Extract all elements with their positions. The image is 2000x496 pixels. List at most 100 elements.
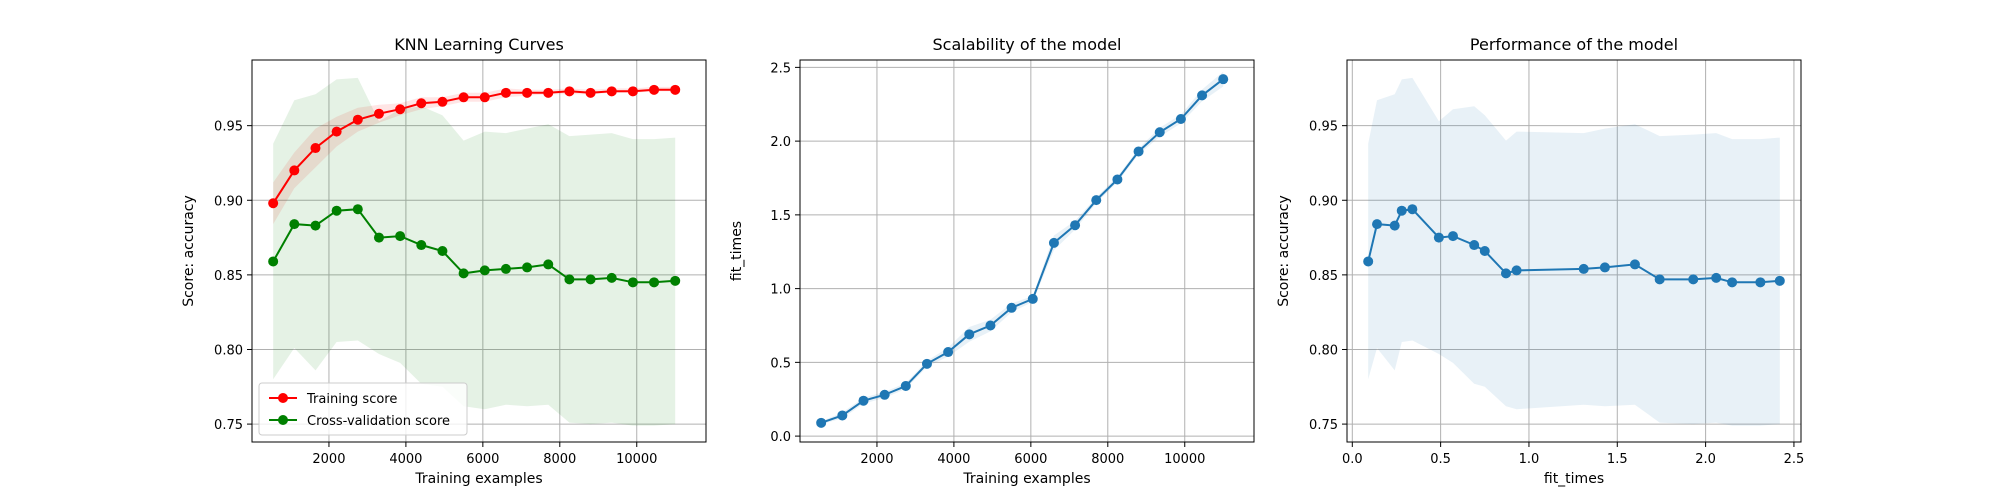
- legend-label: Training score: [306, 392, 397, 407]
- data-point: [373, 232, 384, 243]
- x-tick-label: 2.0: [1695, 452, 1716, 467]
- data-point: [268, 256, 279, 267]
- data-point: [606, 272, 617, 283]
- data-point: [837, 410, 848, 421]
- data-point: [585, 274, 596, 285]
- data-point: [289, 219, 300, 230]
- data-point: [1006, 302, 1017, 313]
- y-tick-label: 0.80: [1309, 343, 1338, 358]
- legend-label: Cross-validation score: [307, 414, 450, 429]
- data-point: [310, 220, 321, 231]
- data-point: [1133, 146, 1144, 157]
- data-point: [1469, 240, 1480, 251]
- chart-title: Performance of the model: [1470, 35, 1678, 54]
- confidence-band-2: [273, 77, 676, 426]
- data-point: [1407, 204, 1418, 215]
- data-point: [522, 87, 533, 98]
- data-point: [1500, 268, 1511, 279]
- data-point: [985, 320, 996, 331]
- data-point: [1027, 293, 1038, 304]
- data-point: [416, 98, 427, 109]
- y-tick-label: 1.5: [770, 209, 791, 224]
- data-point: [964, 329, 975, 340]
- data-point: [268, 198, 279, 209]
- data-point: [1447, 231, 1458, 242]
- data-point: [1175, 113, 1186, 124]
- x-axis-label: Training examples: [414, 471, 542, 487]
- data-point: [437, 246, 448, 256]
- data-point: [1629, 259, 1640, 270]
- data-point: [564, 274, 575, 285]
- data-point: [1711, 272, 1722, 283]
- data-point: [627, 86, 638, 97]
- data-point: [458, 268, 469, 279]
- confidence-band-1: [1368, 77, 1780, 426]
- data-point: [1091, 195, 1102, 206]
- x-tick-label: 10000: [616, 452, 657, 467]
- y-tick-label: 0.85: [1309, 269, 1338, 284]
- data-point: [352, 204, 363, 215]
- y-tick-label: 0.95: [214, 120, 243, 135]
- chart-panel-3: 0.0 0.5 1.0 1.5 2.0 2.5 0.75 0.80 0.85 0.90 0.95 Pe…: [1276, 35, 1804, 487]
- data-point: [670, 275, 681, 286]
- y-tick-label: 0.90: [1309, 194, 1338, 209]
- data-point: [289, 165, 300, 176]
- x-tick-label: 0.5: [1430, 452, 1451, 467]
- data-point: [1218, 74, 1229, 85]
- data-point: [352, 114, 363, 125]
- x-tick-label: 8000: [1091, 452, 1124, 467]
- data-point: [816, 417, 827, 428]
- x-tick-label: 6000: [466, 452, 499, 467]
- data-point: [1727, 277, 1738, 288]
- legend-swatch-marker: [278, 415, 288, 425]
- data-point: [1479, 246, 1490, 256]
- data-point: [585, 87, 596, 98]
- chart-panel-2: 2000 4000 6000 8000 10000 0.0 0.5 1.0 1.5 2.0 2.5 S…: [729, 35, 1255, 487]
- y-tick-label: 1.0: [770, 283, 791, 298]
- y-tick-label: 0.0: [770, 430, 791, 445]
- data-point: [1433, 232, 1444, 243]
- x-tick-label: 4000: [389, 452, 422, 467]
- x-tick-label: 10000: [1164, 452, 1205, 467]
- data-point: [1154, 127, 1165, 138]
- x-tick-label: 6000: [1014, 452, 1047, 467]
- x-tick-label: 0.0: [1342, 452, 1363, 467]
- confidence-band-1: [821, 71, 1224, 425]
- y-tick-label: 0.75: [214, 418, 243, 433]
- y-tick-label: 0.95: [1309, 120, 1338, 135]
- data-point: [1688, 274, 1699, 285]
- x-tick-label: 2000: [860, 452, 893, 467]
- data-point: [900, 380, 911, 391]
- data-point: [331, 126, 342, 137]
- data-point: [649, 84, 660, 95]
- plot-frame: [799, 59, 1255, 443]
- data-point: [1112, 174, 1123, 185]
- y-axis-label: fit_times: [729, 221, 745, 281]
- x-tick-label: 4000: [937, 452, 970, 467]
- data-point: [543, 259, 554, 270]
- y-tick-label: 0.5: [770, 356, 791, 371]
- data-point: [858, 395, 869, 406]
- y-tick-label: 2.5: [770, 61, 791, 76]
- chart-title: Scalability of the model: [933, 35, 1122, 54]
- data-point: [500, 263, 511, 274]
- x-axis-label: fit_times: [1544, 471, 1604, 487]
- data-point: [879, 389, 890, 400]
- legend-swatch-marker: [278, 393, 288, 403]
- data-point: [1396, 205, 1407, 216]
- data-point: [331, 205, 342, 216]
- y-tick-label: 0.80: [214, 343, 243, 358]
- data-point: [564, 86, 575, 97]
- data-point: [416, 240, 427, 251]
- data-point: [649, 277, 660, 288]
- data-point: [921, 358, 932, 369]
- data-point: [1197, 90, 1208, 101]
- x-tick-label: 2.5: [1784, 452, 1805, 467]
- data-point: [310, 143, 321, 154]
- plot-frame: [251, 59, 707, 443]
- data-point: [479, 92, 490, 103]
- data-point: [1755, 277, 1766, 288]
- data-point: [670, 84, 681, 95]
- data-point: [395, 104, 406, 115]
